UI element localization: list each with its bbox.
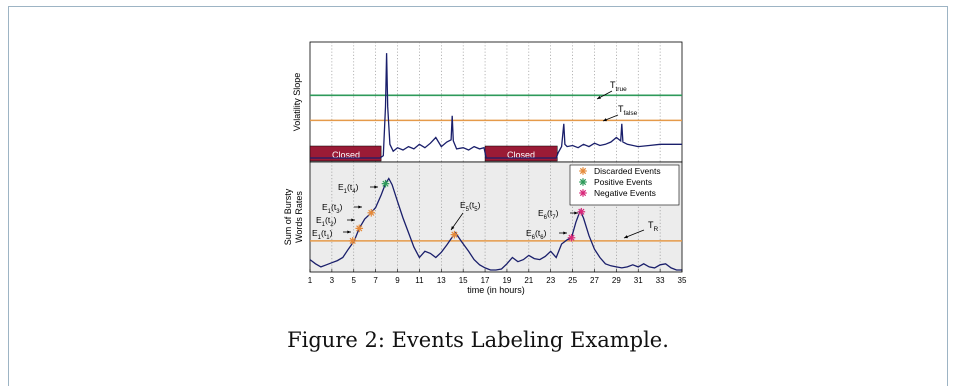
figure-caption: Figure 2: Events Labeling Example. (287, 328, 669, 352)
legend-marker (579, 189, 587, 197)
event-label: E6(t6) (526, 228, 547, 241)
bottom-grid (331, 162, 661, 272)
event-labels: E1(t1)E1(t2)E1(t3) E1(t4) E5(t5) E6(t6) E6(t… (312, 182, 659, 241)
threshold-label-tfalse: Tfalse (618, 104, 638, 117)
event-marker-stroke (579, 189, 587, 197)
event-marker (577, 207, 586, 216)
closed-period-bar (309, 145, 382, 162)
event-marker-stroke (382, 180, 389, 187)
legend-label: Discarded Events (594, 166, 661, 176)
x-tick-label: 1 (308, 276, 313, 285)
event-marker (567, 233, 576, 242)
event-marker-stroke (368, 209, 375, 216)
event-marker (381, 179, 390, 188)
bottom-y-axis-label: Sum of Bursty Words Rates (283, 188, 304, 245)
x-tick-label: 25 (568, 276, 577, 285)
event-arrow-head (374, 185, 378, 189)
legend-label: Positive Events (594, 177, 652, 187)
event-label: E5(t5) (460, 200, 481, 213)
events-labeling-figure: Closed Closed Ttrue Tfalse Volatility Slop… (283, 41, 687, 295)
event-marker (355, 224, 364, 233)
volatility-slope-panel: Closed Closed Ttrue Tfalse Volatility Slop… (292, 41, 683, 163)
x-tick-label: 13 (437, 276, 446, 285)
event-label: E6(t7) (538, 208, 559, 221)
x-tick-label: 3 (330, 276, 335, 285)
top-threshold-labels: Ttrue Tfalse (596, 80, 638, 122)
threshold-arrow-tfalse-head (603, 118, 607, 122)
event-marker-stroke (579, 167, 587, 175)
event-arrow-head (574, 211, 578, 215)
x-tick-label: 23 (546, 276, 555, 285)
event-marker (450, 230, 459, 239)
event-arrow-head (563, 231, 567, 235)
x-tick-label: 27 (590, 276, 599, 285)
x-tick-label: 29 (612, 276, 621, 285)
x-tick-label: 19 (502, 276, 511, 285)
legend-marker (579, 167, 587, 175)
legend-marker (579, 178, 587, 186)
event-marker-stroke (579, 178, 587, 186)
x-tick-label: 5 (352, 276, 357, 285)
legend-box (569, 164, 680, 206)
closed-periods: Closed Closed (309, 145, 558, 162)
threshold-arrow-tr-head (624, 235, 628, 239)
volatility-slope-line (310, 53, 682, 159)
event-arrow-head (347, 230, 351, 234)
legend-label: Negative Events (594, 188, 656, 198)
bursty-words-panel: E1(t1)E1(t2)E1(t3) E1(t4) E5(t5) E6(t6) E6(t… (283, 161, 687, 295)
event-marker-stroke (451, 231, 458, 238)
x-tick-label: 9 (395, 276, 400, 285)
top-grid (331, 42, 661, 162)
x-axis-ticks: 1 3 5 7 9 11 13 15 17 19 21 23 25 27 29 31 33 35 (308, 269, 687, 285)
x-tick-label: 17 (481, 276, 490, 285)
top-thresholds (310, 94, 682, 122)
x-axis-label: time (in hours) (467, 285, 525, 295)
x-tick-label: 35 (678, 276, 687, 285)
event-arrow-head (351, 218, 355, 222)
x-tick-label: 7 (373, 276, 378, 285)
x-tick-label: 31 (634, 276, 643, 285)
x-tick-label: 15 (459, 276, 468, 285)
threshold-arrow-ttrue-head (597, 95, 601, 99)
event-label: E1(t2) (316, 215, 337, 228)
event-marker-stroke (356, 225, 363, 232)
threshold-label-tr: TR (648, 220, 659, 233)
event-arrow-head (451, 226, 455, 230)
event-marker-stroke (578, 208, 585, 215)
top-y-axis-label: Volatility Slope (292, 73, 302, 132)
event-label: E1(t1) (312, 228, 333, 241)
event-label: E1(t3) (322, 202, 343, 215)
x-tick-label: 21 (524, 276, 533, 285)
bottom-y-axis-label-line1: Sum of Bursty (283, 188, 293, 245)
closed-period-label: Closed (507, 150, 535, 160)
event-label: E1(t4) (338, 182, 359, 195)
event-arrow-head (358, 205, 362, 209)
event-marker-stroke (568, 234, 575, 241)
threshold-label-ttrue: Ttrue (610, 80, 627, 93)
closed-period-label: Closed (332, 150, 360, 160)
event-marker (348, 237, 357, 245)
x-tick-label: 11 (415, 276, 424, 285)
bottom-y-axis-label-line2: Words Rates (294, 191, 304, 243)
event-markers (348, 179, 586, 245)
event-marker (367, 209, 376, 217)
event-marker-stroke (349, 237, 356, 244)
figure-frame (8, 6, 948, 386)
x-tick-label: 33 (656, 276, 665, 285)
